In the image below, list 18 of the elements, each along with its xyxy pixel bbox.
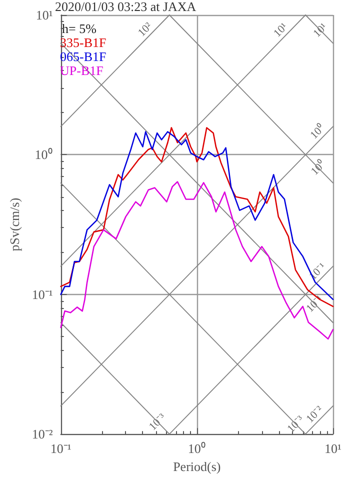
chart-title: 2020/01/03 03:23 at JAXA xyxy=(55,0,197,14)
y-tick-label: 10⁻¹ xyxy=(32,286,53,302)
x-tick-label: 10⁻¹ xyxy=(50,441,72,456)
y-tick-label: 10¹ xyxy=(36,8,53,22)
annotation: 10² xyxy=(136,20,156,39)
annotation: 10⁻³ xyxy=(146,411,169,433)
x-tick-label: 10¹ xyxy=(324,441,342,456)
x-axis-title: Period(s) xyxy=(173,459,221,474)
y-tick-label: 10⁰ xyxy=(34,147,53,162)
annotation: 10¹ xyxy=(311,21,330,40)
annotation: 10¹ xyxy=(272,20,290,40)
x-tick-label: 10⁰ xyxy=(188,441,206,456)
annotation: 10⁰ xyxy=(308,158,328,178)
y-tick-label: 10⁻² xyxy=(32,426,53,442)
annotation: 10⁻² xyxy=(304,403,326,426)
y-axis-title: pSv(cm/s) xyxy=(7,198,22,252)
annotation: h= 5% xyxy=(62,21,97,36)
annotation: 10⁰ xyxy=(307,122,328,142)
